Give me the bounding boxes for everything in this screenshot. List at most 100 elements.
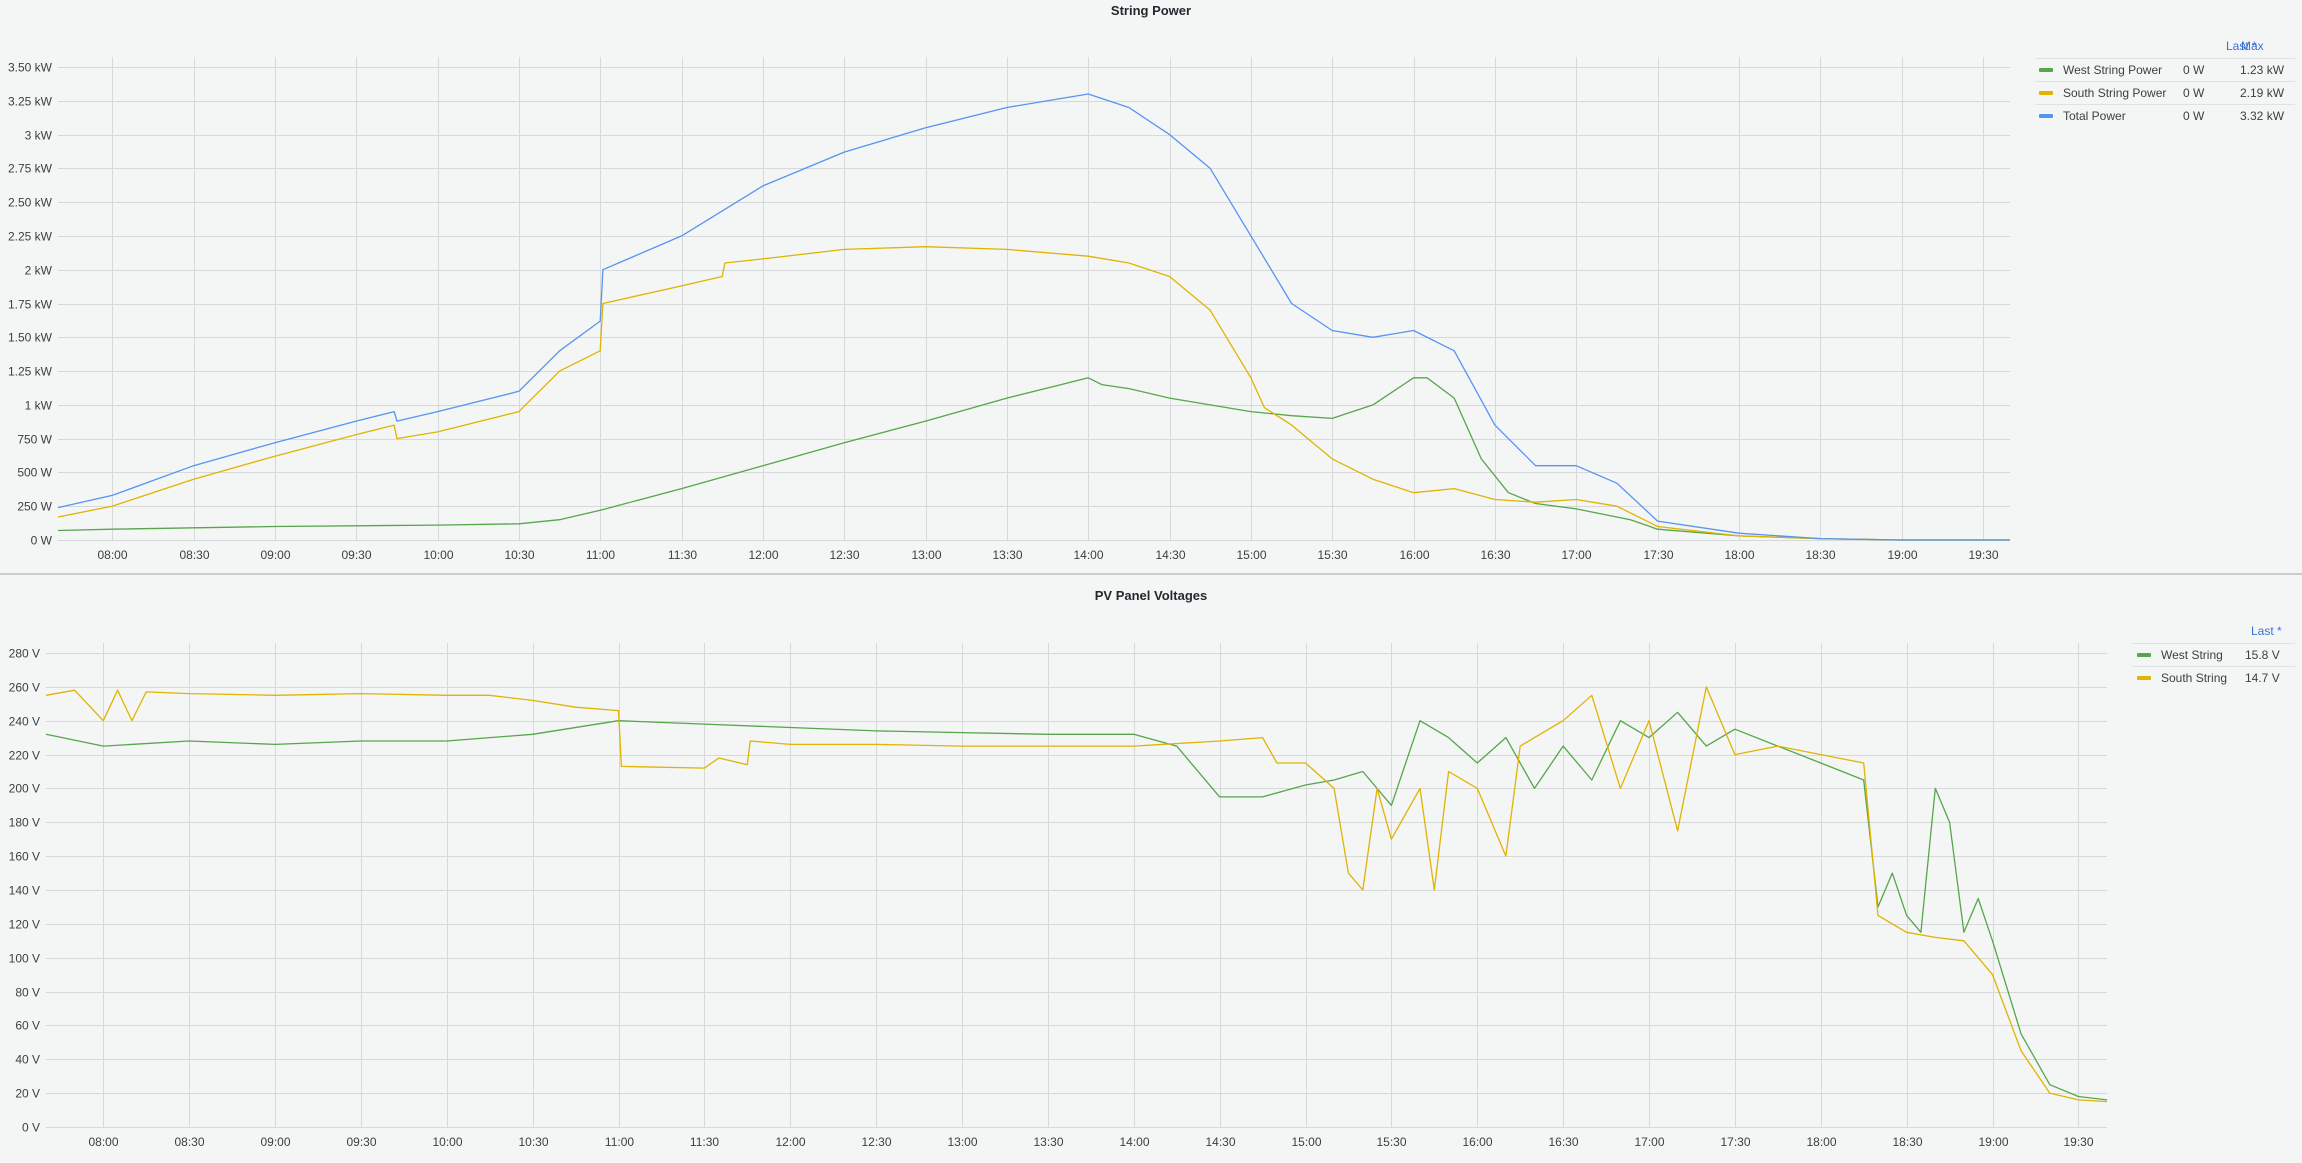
- x-tick-label: 13:30: [992, 548, 1022, 562]
- x-tick-label: 09:30: [341, 548, 371, 562]
- x-tick-label: 15:00: [1291, 1135, 1321, 1149]
- legend-series-name: West String Power: [2063, 63, 2163, 77]
- legend-row-south-string-power[interactable]: South String Power 0 W 2.19 kW: [2035, 81, 2295, 104]
- x-tick-label: 13:00: [911, 548, 941, 562]
- panel-title: PV Panel Voltages: [1094, 588, 1208, 603]
- legend-row-west-string[interactable]: West String 15.8 V: [2133, 643, 2295, 666]
- y-tick-label: 2.50 kW: [8, 196, 53, 210]
- west-string-line[interactable]: [45, 711, 2108, 1101]
- legend-max-value: 1.23 kW: [2240, 63, 2285, 77]
- x-tick-label: 11:00: [586, 548, 615, 562]
- pv-voltages-chart[interactable]: 0 V 20 V 40 V 60 V 80 V 100 V 120 V 140 V 160 V 1…: [0, 575, 2302, 1163]
- legend-row-south-string[interactable]: South String 14.7 V: [2133, 666, 2295, 689]
- y-tick-label: 240 V: [9, 715, 40, 729]
- x-tick-label: 19:00: [1978, 1135, 2008, 1149]
- y-tick-label: 1.25 kW: [8, 365, 53, 379]
- legend-max-value: 3.32 kW: [2240, 109, 2285, 123]
- y-tick-label: 20 V: [15, 1087, 40, 1101]
- legend-swatch: [2039, 114, 2053, 118]
- west-string-power-line[interactable]: [57, 377, 2010, 541]
- x-tick-label: 17:00: [1561, 548, 1591, 562]
- south-string-line[interactable]: [45, 686, 2108, 1103]
- y-tick-label: 0 W: [31, 534, 53, 548]
- legend-swatch: [2039, 91, 2053, 95]
- x-tick-label: 12:00: [748, 548, 778, 562]
- x-tick-label: 12:30: [829, 548, 859, 562]
- x-tick-label: 14:30: [1205, 1135, 1235, 1149]
- y-tick-label: 750 W: [17, 433, 52, 447]
- x-tick-label: 18:00: [1724, 548, 1754, 562]
- x-tick-label: 11:30: [690, 1135, 719, 1149]
- south-string-power-line[interactable]: [57, 246, 2010, 541]
- legend-row-west-string-power[interactable]: West String Power 0 W 1.23 kW: [2035, 58, 2295, 81]
- x-tick-label: 09:00: [260, 1135, 290, 1149]
- x-tick-label: 18:30: [1892, 1135, 1922, 1149]
- legend-last-value: 0 W: [2183, 109, 2205, 123]
- y-tick-label: 220 V: [9, 749, 40, 763]
- x-tick-label: 08:30: [179, 548, 209, 562]
- x-tick-label: 19:30: [2063, 1135, 2093, 1149]
- y-tick-label: 180 V: [9, 816, 40, 830]
- legend-header-last[interactable]: Last *: [2226, 39, 2257, 53]
- x-tick-label: 17:30: [1720, 1135, 1750, 1149]
- grid: [58, 57, 2010, 541]
- x-tick-label: 08:30: [174, 1135, 204, 1149]
- legend-series-name: South String Power: [2063, 86, 2167, 100]
- x-tick-label: 16:30: [1548, 1135, 1578, 1149]
- x-tick-label: 11:00: [605, 1135, 634, 1149]
- y-tick-label: 3 kW: [25, 129, 53, 143]
- legend-header-last[interactable]: Last *: [2251, 624, 2282, 638]
- y-tick-label: 0 V: [22, 1121, 40, 1135]
- string-power-chart[interactable]: 0 W 250 W 500 W 750 W 1 kW 1.25 kW 1.50 kW 1.75…: [0, 0, 2302, 572]
- legend-series-name: Total Power: [2063, 109, 2126, 123]
- x-tick-label: 19:30: [1968, 548, 1998, 562]
- x-tick-label: 15:30: [1376, 1135, 1406, 1149]
- legend-series-name: South String: [2161, 671, 2228, 685]
- x-tick-label: 16:30: [1480, 548, 1510, 562]
- y-tick-label: 500 W: [17, 466, 52, 480]
- x-tick-label: 15:00: [1236, 548, 1266, 562]
- x-tick-label: 18:30: [1805, 548, 1835, 562]
- y-tick-label: 80 V: [15, 986, 40, 1000]
- x-tick-label: 09:00: [260, 548, 290, 562]
- legend-swatch: [2137, 653, 2151, 657]
- y-tick-label: 260 V: [9, 681, 40, 695]
- legend-last-value: 15.8 V: [2245, 648, 2280, 662]
- y-tick-label: 140 V: [9, 884, 40, 898]
- x-tick-label: 12:30: [861, 1135, 891, 1149]
- x-tick-label: 10:30: [518, 1135, 548, 1149]
- y-tick-label: 2 kW: [25, 264, 53, 278]
- legend-swatch: [2039, 68, 2053, 72]
- x-tick-label: 18:00: [1806, 1135, 1836, 1149]
- legend-row-total-power[interactable]: Total Power 0 W 3.32 kW: [2035, 104, 2295, 127]
- x-tick-label: 14:00: [1073, 548, 1103, 562]
- y-tick-label: 40 V: [15, 1053, 40, 1067]
- y-tick-label: 1 kW: [25, 399, 53, 413]
- y-tick-label: 2.75 kW: [8, 162, 53, 176]
- x-tick-label: 09:30: [346, 1135, 376, 1149]
- legend-series-name: West String: [2161, 648, 2223, 662]
- x-tick-label: 14:30: [1155, 548, 1185, 562]
- y-tick-label: 3.50 kW: [8, 61, 53, 75]
- y-tick-label: 1.75 kW: [8, 298, 53, 312]
- x-tick-label: 14:00: [1119, 1135, 1149, 1149]
- y-tick-label: 280 V: [9, 647, 40, 661]
- y-tick-label: 120 V: [9, 918, 40, 932]
- y-tick-label: 2.25 kW: [8, 230, 53, 244]
- x-tick-label: 08:00: [97, 548, 127, 562]
- legend-header-max[interactable]: Max: [2241, 39, 2264, 53]
- x-tick-label: 16:00: [1399, 548, 1429, 562]
- x-tick-label: 19:00: [1887, 548, 1917, 562]
- y-tick-label: 200 V: [9, 782, 40, 796]
- grid: [46, 643, 2107, 1128]
- x-tick-label: 15:30: [1317, 548, 1347, 562]
- x-tick-label: 13:30: [1033, 1135, 1063, 1149]
- x-tick-label: 12:00: [775, 1135, 805, 1149]
- panel-title: String Power: [1110, 3, 1192, 18]
- y-tick-label: 100 V: [9, 952, 40, 966]
- total-power-line[interactable]: [57, 93, 2010, 541]
- legend-max-value: 2.19 kW: [2240, 86, 2285, 100]
- x-tick-label: 11:30: [668, 548, 697, 562]
- pv-voltages-panel: PV Panel Voltages 0 V 20 V 40 V 60 V 80 V 100…: [0, 573, 2302, 1163]
- y-tick-label: 60 V: [15, 1019, 40, 1033]
